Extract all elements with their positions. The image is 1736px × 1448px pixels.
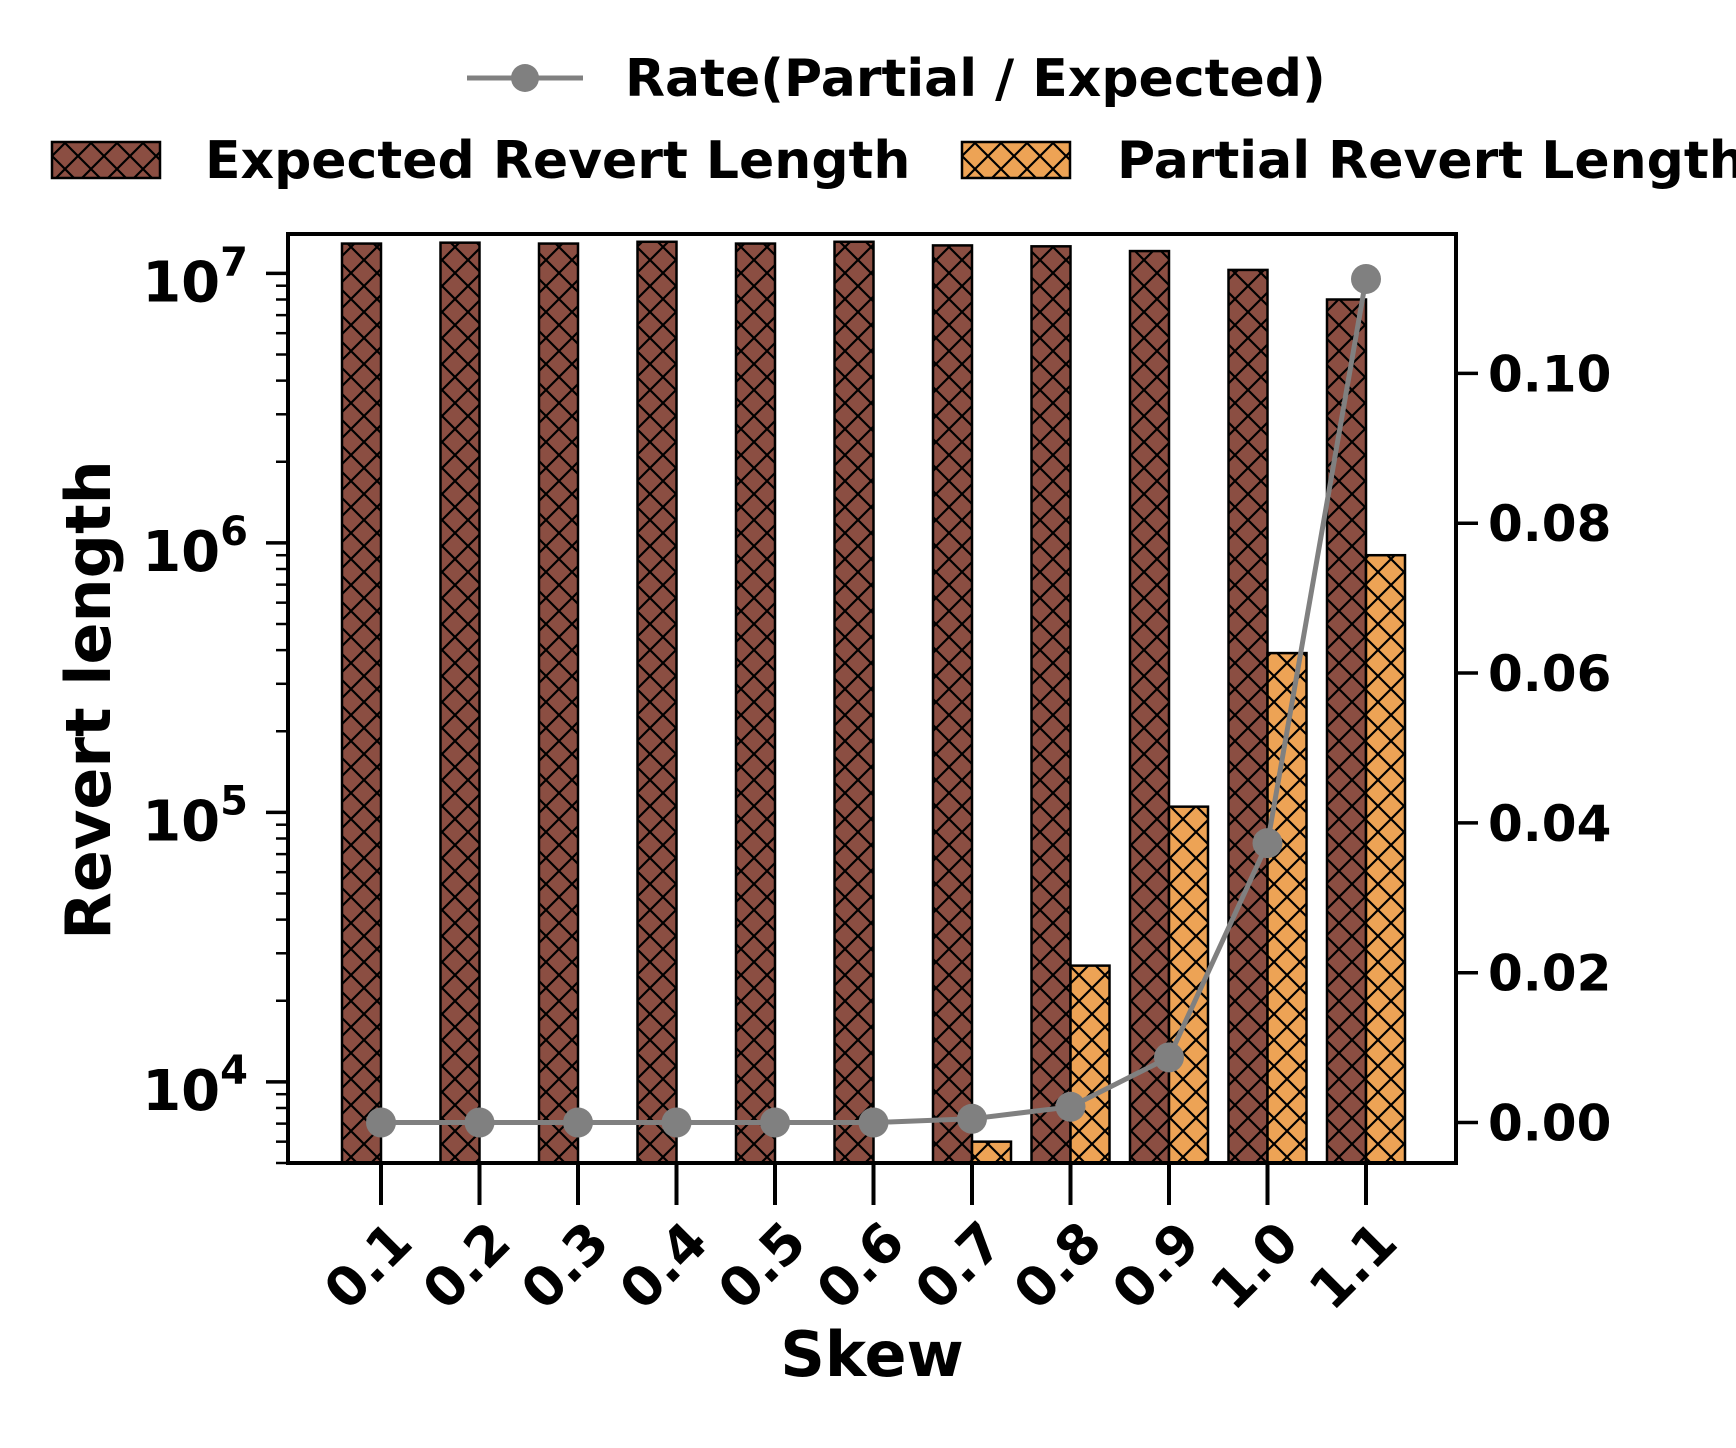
- bars: [340, 240, 1407, 1165]
- expected-bar-hatch-0.5: [734, 242, 777, 1165]
- expected-bar-hatch-0.4: [636, 240, 678, 1165]
- rate-line: [366, 263, 1381, 1138]
- y-tick-label: 106: [142, 509, 248, 585]
- x-tick-label: 0.2: [410, 1210, 522, 1322]
- x-tick-label: 0.5: [706, 1210, 818, 1322]
- rate-point-1.0: [1252, 828, 1283, 859]
- legend-expected-swatch-hatch: [50, 140, 162, 180]
- y-tick-label: 107: [142, 239, 248, 315]
- legend-rate-marker: [511, 64, 539, 92]
- expected-bar-hatch-0.6: [833, 240, 875, 1165]
- legend-rate-label: Rate(Partial / Expected): [625, 49, 1326, 109]
- expected-bar-hatch-0.3: [537, 242, 580, 1165]
- x-tick-label: 1.1: [1297, 1210, 1409, 1322]
- x-tick-label: 0.7: [903, 1210, 1015, 1322]
- y-tick-label: 105: [142, 778, 248, 854]
- rate-point-1.1: [1351, 263, 1381, 294]
- expected-bar-hatch-0.2: [439, 241, 481, 1165]
- legend-partial-label: Partial Revert Length: [1117, 131, 1736, 191]
- legend: Rate(Partial / Expected) Expected Revert …: [50, 49, 1736, 191]
- y2-tick-label: 0.10: [1488, 345, 1611, 403]
- rate-point-0.1: [366, 1107, 396, 1138]
- y2-tick-label: 0.02: [1488, 945, 1611, 1003]
- y2-tick-label: 0.06: [1488, 645, 1611, 703]
- legend-partial-swatch-hatch: [960, 140, 1072, 180]
- expected-bar-hatch-0.7: [931, 244, 974, 1165]
- expected-bar-hatch-1.0: [1227, 268, 1269, 1165]
- y2-tick-label: 0.00: [1488, 1095, 1611, 1153]
- y-axis-label: Revert length: [52, 460, 125, 940]
- x-axis-label: Skew: [780, 1318, 964, 1391]
- rate-point-0.6: [858, 1107, 889, 1138]
- y2-tick-label: 0.08: [1488, 495, 1611, 553]
- partial-bar-hatch-1.1: [1364, 553, 1407, 1165]
- x-tick-label: 0.4: [607, 1210, 719, 1322]
- partial-bar-hatch-0.8: [1069, 964, 1111, 1165]
- x-tick-label: 0.6: [804, 1210, 916, 1322]
- x-tick-label: 0.9: [1100, 1210, 1212, 1322]
- x-tick-label: 1.0: [1198, 1210, 1310, 1322]
- partial-bar-hatch-0.7: [970, 1140, 1013, 1165]
- expected-bar-hatch-1.1: [1325, 298, 1368, 1165]
- expected-bar-hatch-0.1: [340, 242, 383, 1165]
- rate-point-0.9: [1154, 1042, 1184, 1073]
- expected-bar-hatch-0.9: [1128, 249, 1171, 1165]
- rate-point-0.8: [1055, 1091, 1086, 1122]
- rate-point-0.3: [563, 1107, 593, 1138]
- x-tick-label: 0.3: [509, 1210, 621, 1322]
- rate-point-0.2: [464, 1107, 495, 1138]
- x-tick-label: 0.1: [312, 1210, 424, 1322]
- x-tick-label: 0.8: [1001, 1210, 1113, 1322]
- legend-expected-label: Expected Revert Length: [205, 131, 910, 191]
- rate-point-0.5: [760, 1107, 790, 1138]
- y2-tick-label: 0.04: [1488, 795, 1611, 853]
- expected-bar-hatch-0.8: [1030, 245, 1072, 1165]
- rate-point-0.4: [661, 1107, 692, 1138]
- rate-point-0.7: [957, 1103, 987, 1134]
- y-tick-label: 104: [142, 1048, 248, 1124]
